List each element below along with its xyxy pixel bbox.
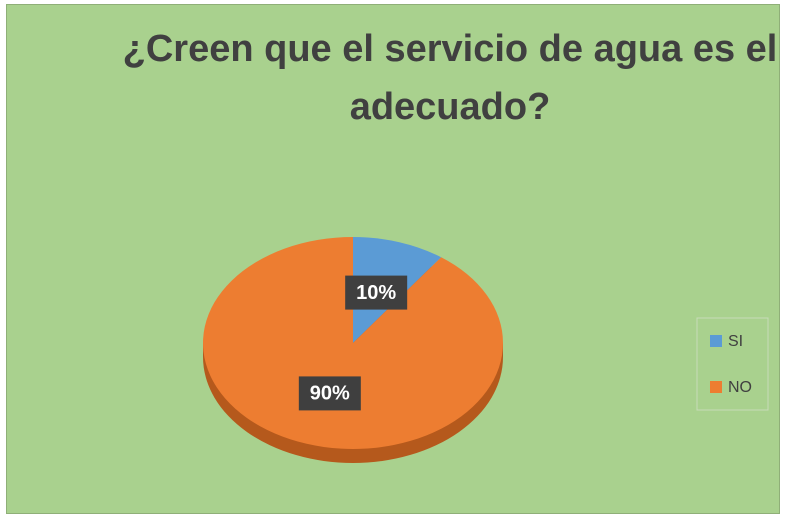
legend-box [696,317,769,411]
legend-swatch [710,335,722,347]
data-label-box [298,376,361,411]
data-label: 90% [310,383,350,405]
legend-label: NO [728,379,752,396]
legend-label: SI [728,333,743,350]
data-label-box [345,275,408,310]
chart-title: ¿Creen que el servicio de agua es el ade… [122,28,778,128]
pie-slice [203,237,504,450]
legend-swatch [710,381,722,393]
data-label: 10% [356,282,396,304]
